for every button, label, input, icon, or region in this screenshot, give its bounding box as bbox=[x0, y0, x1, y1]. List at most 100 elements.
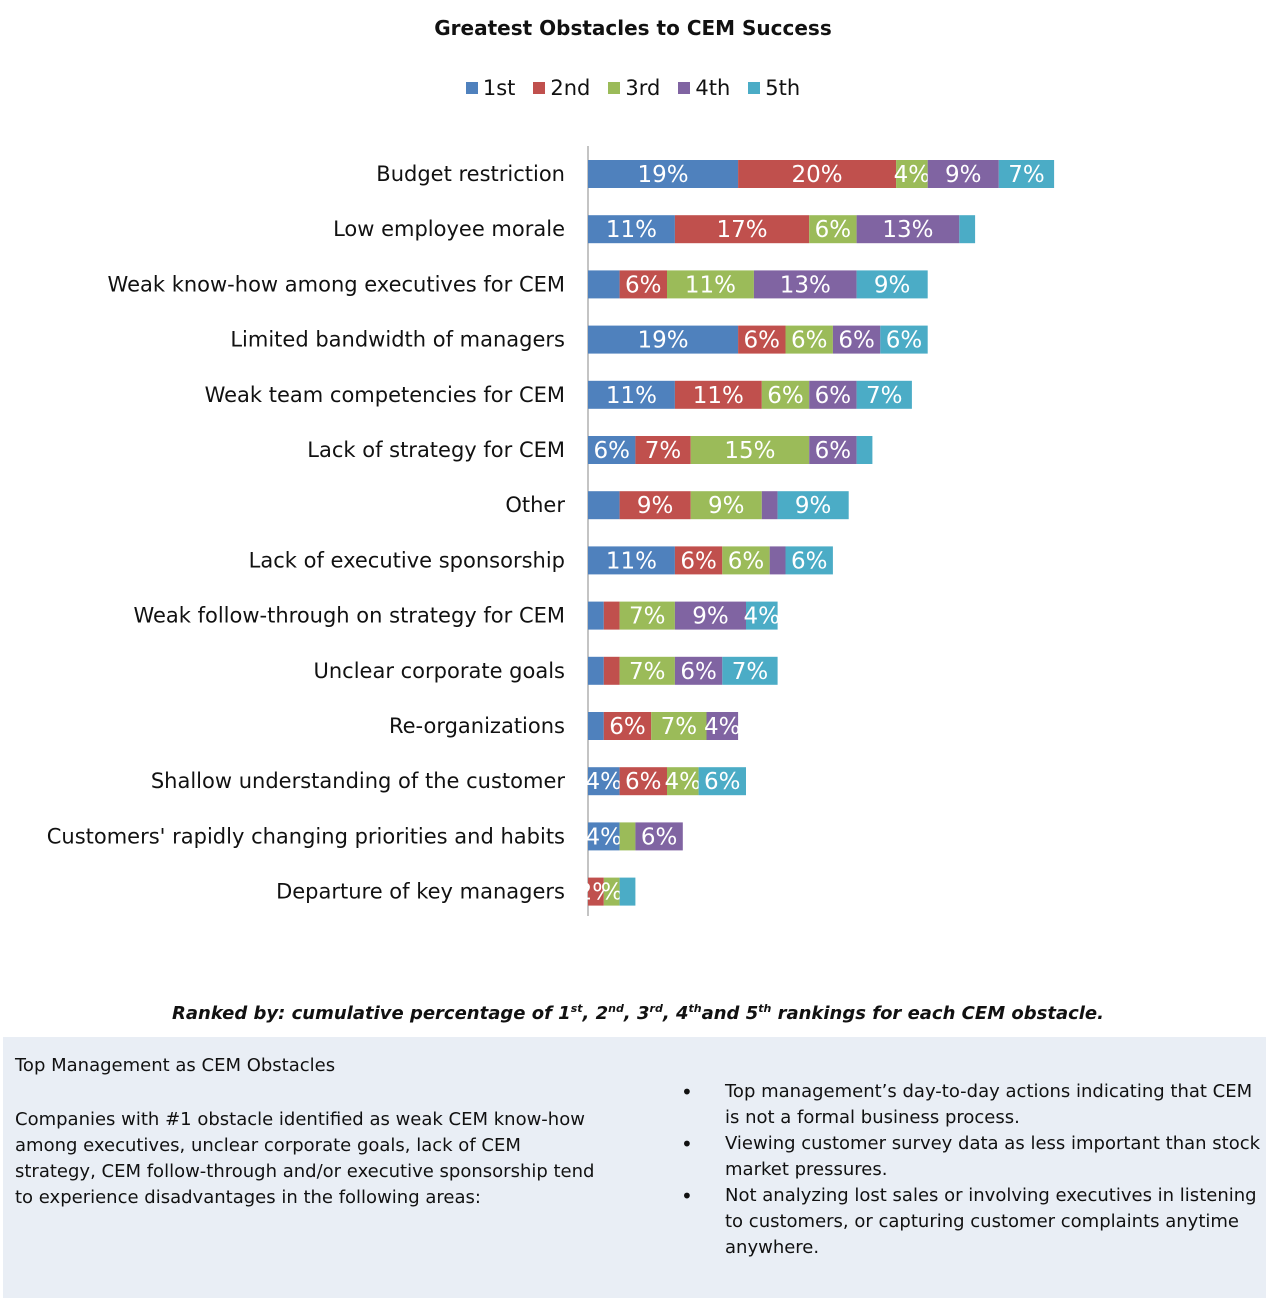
category-label: Customers' rapidly changing priorities a… bbox=[47, 824, 565, 848]
data-label: 9% bbox=[708, 493, 745, 519]
bar-segment-4th bbox=[856, 215, 960, 244]
bar-segment-5th bbox=[746, 601, 778, 630]
data-label: 7% bbox=[866, 383, 903, 409]
bar-segment-3rd bbox=[761, 380, 810, 409]
legend-swatch bbox=[533, 82, 546, 94]
info-bullet: Not analyzing lost sales or involving ex… bbox=[681, 1183, 1261, 1261]
legend-label: 2nd bbox=[550, 76, 591, 100]
data-label: 6% bbox=[815, 438, 852, 464]
legend-item-4th: 4th bbox=[678, 76, 730, 100]
data-label: 6% bbox=[744, 328, 781, 354]
data-label: 6% bbox=[625, 769, 662, 795]
bar-segment-2nd bbox=[635, 436, 691, 464]
bar-segment-1st bbox=[588, 491, 620, 520]
info-body: Companies with #1 obstacle identified as… bbox=[15, 1109, 595, 1208]
bar-segment-1st bbox=[588, 215, 675, 244]
legend-label: 3rd bbox=[625, 76, 661, 100]
data-label: 4% bbox=[586, 769, 623, 795]
bar-segment-4th bbox=[674, 656, 723, 685]
data-label: 17% bbox=[716, 217, 767, 243]
data-label: 6% bbox=[680, 548, 717, 574]
bar-segment-2nd bbox=[603, 712, 652, 740]
data-label: 4% bbox=[744, 604, 781, 630]
bar-segment-3rd bbox=[619, 656, 675, 685]
bar-segment-4th bbox=[832, 325, 881, 354]
bar-segment-5th bbox=[785, 546, 833, 575]
data-label: 6% bbox=[815, 217, 852, 243]
bar-segment-2nd bbox=[674, 215, 810, 244]
bar-segment-5th bbox=[856, 270, 928, 299]
bar-segment-2nd bbox=[674, 380, 762, 409]
caption-text-4: , 4 bbox=[662, 1003, 689, 1024]
category-label: Lack of executive sponsorship bbox=[249, 548, 565, 572]
bar-segment-4th bbox=[769, 546, 786, 575]
category-label: Shallow understanding of the customer bbox=[151, 769, 566, 793]
category-label: Weak team competencies for CEM bbox=[205, 383, 565, 407]
data-label: % bbox=[601, 880, 623, 906]
data-label: 6% bbox=[704, 769, 741, 795]
data-label: 6% bbox=[593, 438, 630, 464]
bar-segment-2nd bbox=[603, 601, 620, 630]
caption-sup-3: rd bbox=[649, 1002, 663, 1015]
legend-item-2nd: 2nd bbox=[533, 76, 590, 100]
caption-sup-1: st bbox=[570, 1002, 583, 1015]
data-label: 6% bbox=[680, 659, 717, 685]
info-heading: Top Management as CEM Obstacles bbox=[15, 1055, 336, 1076]
bar-segment-4th bbox=[809, 380, 857, 409]
info-bullet: Top management’s day-to-day actions indi… bbox=[681, 1079, 1261, 1131]
bar-segment-1st bbox=[588, 270, 620, 299]
bar-segment-5th bbox=[998, 160, 1055, 188]
chart-legend: 1st 2nd 3rd 4th 5th bbox=[0, 76, 1266, 100]
data-label: 11% bbox=[693, 383, 744, 409]
bar-segment-3rd bbox=[690, 436, 810, 464]
bar-segment-2nd bbox=[619, 270, 667, 299]
bar-segment-1st bbox=[588, 822, 620, 851]
bar-segment-1st bbox=[588, 601, 604, 630]
legend-swatch bbox=[678, 82, 691, 94]
legend-item-1st: 1st bbox=[465, 76, 515, 100]
legend-item-5th: 5th bbox=[748, 76, 800, 100]
bar-segment-3rd bbox=[785, 325, 833, 354]
bar-segment-4th bbox=[635, 822, 683, 851]
data-label: 19% bbox=[637, 328, 688, 354]
data-label: 7% bbox=[1008, 162, 1045, 188]
bar-segment-5th bbox=[856, 436, 873, 464]
bar-segment-4th bbox=[809, 436, 857, 464]
data-label: 7% bbox=[732, 659, 769, 685]
bar-segment-3rd bbox=[896, 160, 928, 188]
data-label: 7% bbox=[661, 714, 698, 740]
bar-segment-3rd bbox=[809, 215, 857, 244]
data-label: 20% bbox=[792, 162, 843, 188]
caption-text-2: , 2 bbox=[582, 1003, 609, 1024]
category-label: Limited bandwidth of managers bbox=[230, 328, 565, 352]
data-label: 6% bbox=[791, 328, 828, 354]
data-label: 11% bbox=[606, 548, 657, 574]
data-label: 6% bbox=[886, 328, 923, 354]
bar-segment-2nd bbox=[738, 160, 897, 188]
bar-segment-3rd bbox=[667, 270, 754, 299]
data-label: 7% bbox=[645, 438, 682, 464]
data-label: 4% bbox=[704, 714, 741, 740]
legend-label: 5th bbox=[765, 76, 801, 100]
bar-segment-1st bbox=[588, 160, 739, 188]
info-bullet-list: Top management’s day-to-day actions indi… bbox=[681, 1079, 1261, 1261]
data-label: 7% bbox=[629, 604, 666, 630]
data-label: 4% bbox=[894, 162, 931, 188]
category-label: Lack of strategy for CEM bbox=[307, 438, 565, 462]
bar-segment-1st bbox=[588, 380, 675, 409]
bar-segment-4th bbox=[761, 491, 778, 520]
bar-segment-2nd bbox=[738, 325, 786, 354]
caption-text-6: rankings for each CEM obstacle. bbox=[771, 1003, 1104, 1024]
data-label: 9% bbox=[945, 162, 982, 188]
bar-segment-1st bbox=[588, 436, 636, 464]
category-label: Weak follow-through on strategy for CEM bbox=[133, 604, 565, 628]
bar-segment-1st bbox=[588, 712, 604, 740]
bar-segment-1st bbox=[588, 325, 739, 354]
caption-text-3: , 3 bbox=[623, 1003, 650, 1024]
bar-segment-5th bbox=[777, 491, 849, 520]
data-label: 7% bbox=[629, 659, 666, 685]
bar-segment-4th bbox=[674, 601, 746, 630]
bar-segment-3rd bbox=[619, 822, 636, 851]
bar-segment-3rd bbox=[722, 546, 770, 575]
bar-segment-2nd bbox=[619, 491, 691, 520]
